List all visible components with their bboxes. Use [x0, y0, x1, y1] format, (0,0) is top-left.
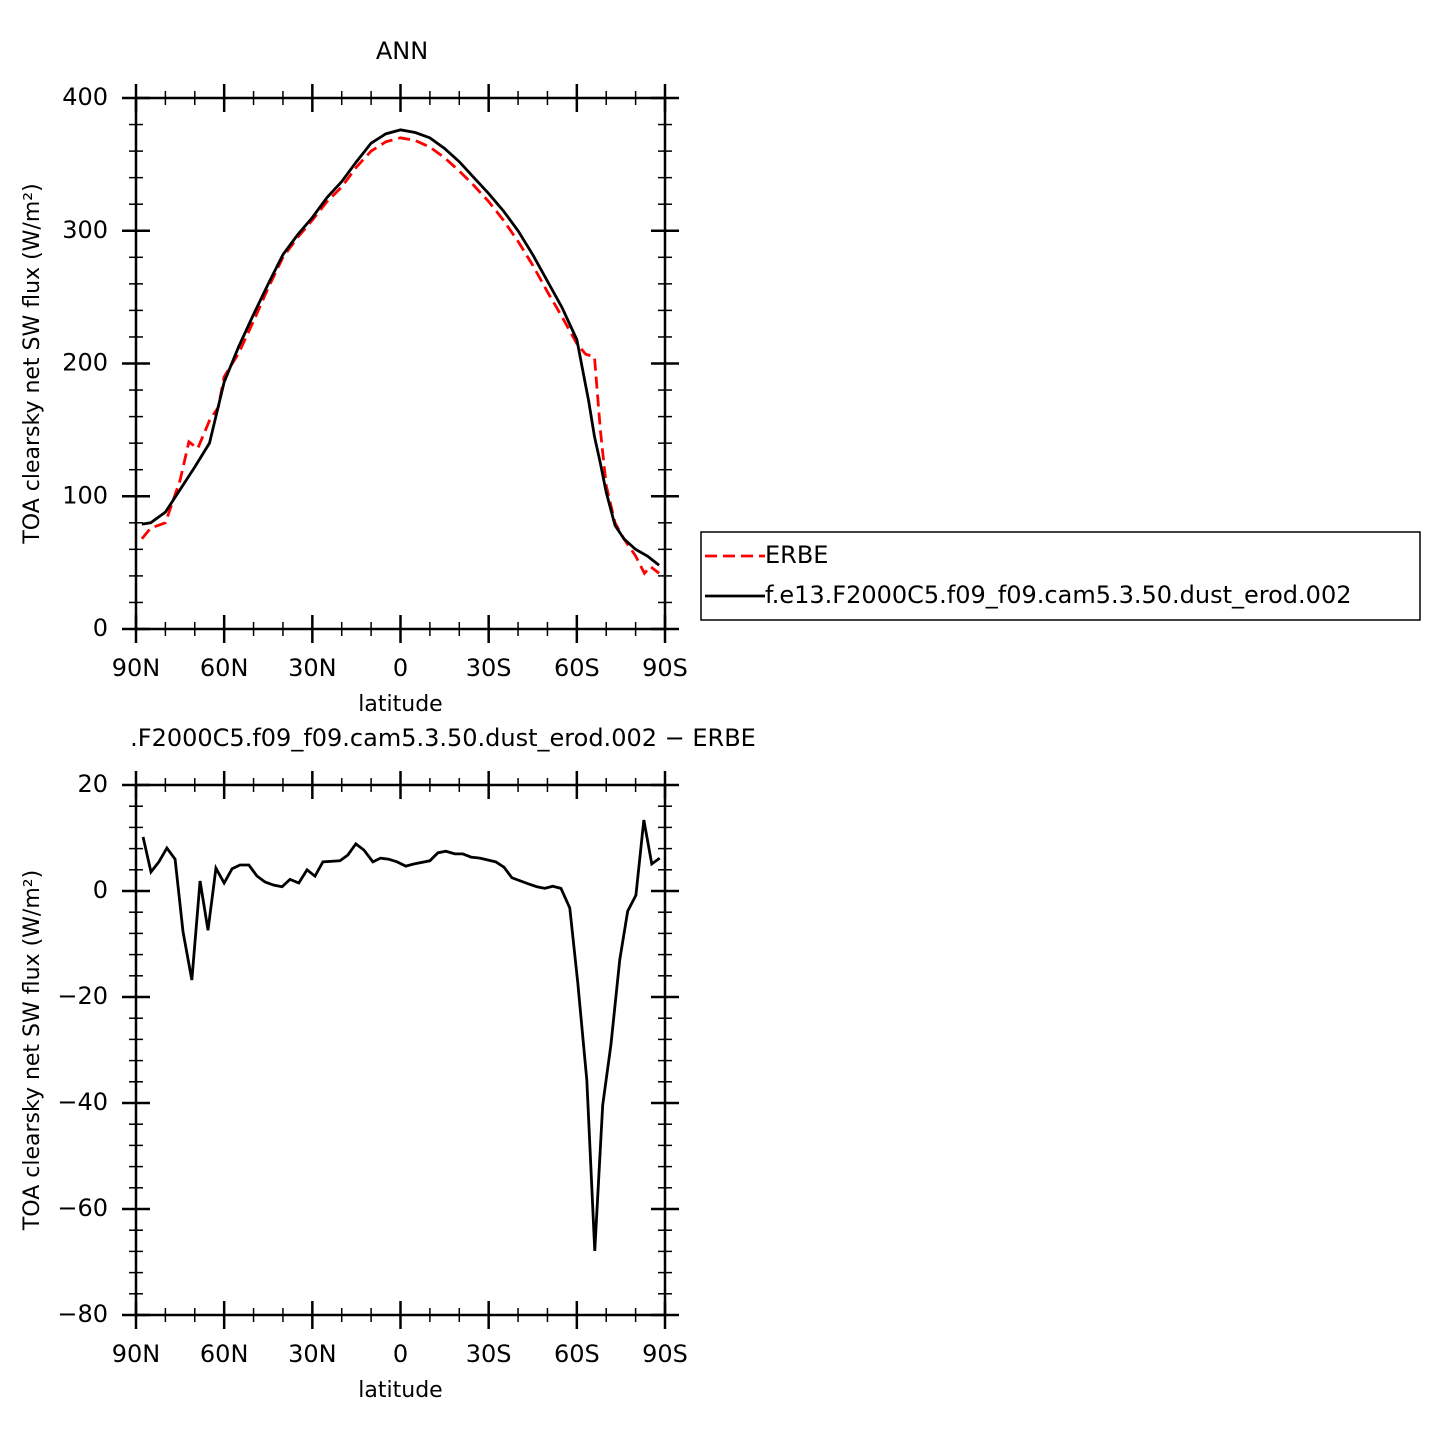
chart-title: ANN: [376, 37, 428, 65]
y-axis-label: TOA clearsky net SW flux (W/m²): [20, 183, 45, 544]
legend-label: f.e13.F2000C5.f09_f09.cam5.3.50.dust_ero…: [765, 581, 1351, 609]
y-tick-label: 100: [62, 481, 108, 509]
x-tick-label: 90N: [112, 1340, 161, 1368]
x-tick-label: 30S: [466, 654, 512, 682]
x-tick-label: 90S: [642, 1340, 688, 1368]
y-tick-label: −60: [57, 1194, 108, 1222]
x-tick-label: 30N: [288, 654, 337, 682]
y-tick-label: 200: [62, 349, 108, 377]
x-tick-label: 60S: [554, 1340, 600, 1368]
y-tick-label: 0: [93, 614, 108, 642]
x-tick-label: 60N: [200, 654, 249, 682]
y-tick-label: 300: [62, 216, 108, 244]
x-tick-label: 90N: [112, 654, 161, 682]
x-tick-label: 30S: [466, 1340, 512, 1368]
y-tick-label: −80: [57, 1300, 108, 1328]
y-tick-label: 0: [93, 876, 108, 904]
y-tick-label: −20: [57, 982, 108, 1010]
plot-frame: [134, 96, 667, 631]
x-tick-label: 0: [393, 654, 408, 682]
x-tick-label: 0: [393, 1340, 408, 1368]
x-axis-label: latitude: [358, 1378, 442, 1403]
chart-title: .F2000C5.f09_f09.cam5.3.50.dust_erod.002…: [130, 724, 756, 752]
y-axis-label: TOA clearsky net SW flux (W/m²): [20, 870, 45, 1231]
legend-label: ERBE: [765, 541, 828, 569]
plot-frame: [134, 783, 667, 1317]
y-tick-label: −40: [57, 1088, 108, 1116]
legend-box: [700, 531, 1421, 621]
y-tick-label: 400: [62, 83, 108, 111]
line-series: [140, 136, 660, 576]
x-tick-label: 60N: [200, 1340, 249, 1368]
y-tick-label: 20: [77, 770, 108, 798]
x-tick-label: 90S: [642, 654, 688, 682]
line-series: [141, 128, 660, 567]
x-axis-label: latitude: [358, 692, 442, 717]
x-tick-label: 60S: [554, 654, 600, 682]
x-tick-label: 30N: [288, 1340, 337, 1368]
line-series: [141, 819, 661, 1251]
